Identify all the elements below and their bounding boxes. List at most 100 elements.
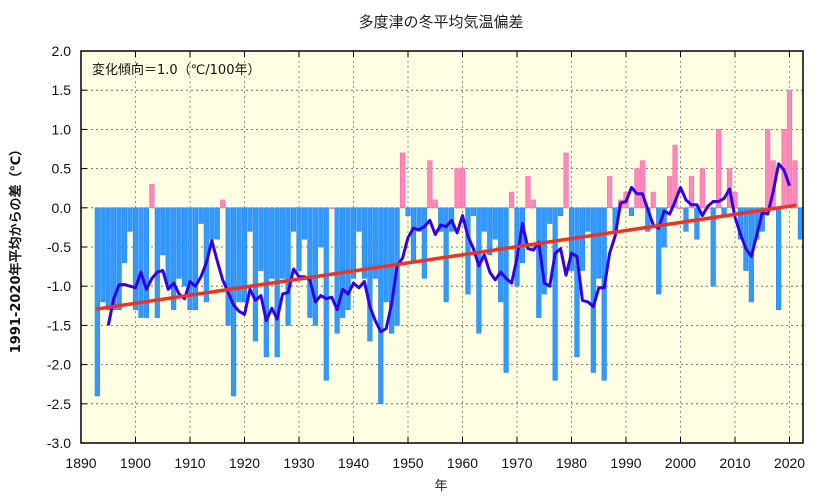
bar-negative bbox=[421, 207, 427, 279]
x-tick-label: 2000 bbox=[665, 455, 696, 471]
bar-negative bbox=[143, 207, 149, 318]
bar-positive bbox=[329, 207, 335, 209]
x-tick-label: 1900 bbox=[120, 455, 151, 471]
x-tick-label: 1970 bbox=[501, 455, 532, 471]
bar-negative bbox=[236, 207, 242, 303]
x-tick-label: 1950 bbox=[392, 455, 423, 471]
bar-negative bbox=[656, 207, 662, 295]
bar-negative bbox=[296, 207, 302, 271]
y-axis-label: 1991-2020年平均からの差（℃） bbox=[8, 143, 24, 354]
bar-negative bbox=[340, 207, 346, 318]
moving-average-line bbox=[106, 162, 791, 334]
bar-negative bbox=[176, 207, 182, 279]
x-tick-label: 1910 bbox=[174, 455, 205, 471]
bar-series bbox=[94, 89, 803, 405]
bar-negative bbox=[372, 207, 378, 279]
bar-negative bbox=[481, 207, 487, 232]
x-tick-label: 1940 bbox=[338, 455, 369, 471]
bar-negative bbox=[214, 207, 220, 240]
bar-negative bbox=[312, 207, 318, 326]
bar-negative bbox=[345, 207, 351, 311]
x-tick-label: 1930 bbox=[283, 455, 314, 471]
bar-positive bbox=[149, 183, 155, 209]
bar-negative bbox=[258, 207, 264, 271]
bar-negative bbox=[301, 207, 308, 240]
bar-negative bbox=[596, 207, 602, 279]
bar-positive bbox=[634, 168, 640, 209]
bar-positive bbox=[699, 168, 705, 209]
bar-negative bbox=[198, 207, 204, 224]
bar-negative bbox=[187, 207, 193, 311]
y-tick-label: -0.5 bbox=[47, 239, 71, 255]
x-tick-label: 1890 bbox=[65, 455, 96, 471]
bar-negative bbox=[389, 207, 395, 334]
y-tick-label: 1.0 bbox=[52, 121, 72, 137]
bar-negative bbox=[743, 207, 749, 271]
bar-negative bbox=[105, 207, 111, 311]
bar-positive bbox=[667, 176, 673, 209]
line-series bbox=[95, 162, 797, 334]
bar-positive bbox=[525, 176, 531, 209]
bar-negative bbox=[552, 207, 558, 381]
x-tick-label: 1960 bbox=[447, 455, 478, 471]
bar-negative bbox=[443, 207, 449, 303]
bar-negative bbox=[132, 207, 139, 311]
bar-negative bbox=[694, 207, 700, 240]
x-axis-label: 年 bbox=[434, 479, 447, 494]
y-tick-label: 1.5 bbox=[52, 82, 72, 98]
bar-negative bbox=[558, 207, 564, 216]
bar-negative bbox=[247, 207, 253, 232]
bar-negative bbox=[503, 207, 509, 373]
bar-negative bbox=[116, 207, 122, 311]
bar-negative bbox=[776, 207, 782, 311]
bar-negative bbox=[601, 207, 607, 381]
bar-positive bbox=[454, 168, 460, 209]
bar-positive bbox=[786, 89, 793, 209]
bar-negative bbox=[661, 207, 667, 248]
bar-positive bbox=[563, 152, 569, 209]
y-tick-label: -1.0 bbox=[47, 278, 71, 294]
x-tick-label: 2010 bbox=[719, 455, 750, 471]
y-tick-label: -2.0 bbox=[47, 357, 71, 373]
bar-negative bbox=[574, 207, 580, 358]
bar-negative bbox=[160, 207, 166, 256]
bar-negative bbox=[470, 207, 476, 216]
bar-negative bbox=[225, 207, 231, 326]
bar-positive bbox=[765, 129, 771, 209]
bar-positive bbox=[672, 144, 678, 209]
bar-negative bbox=[127, 207, 133, 232]
trend-annotation: 変化傾向＝1.0（℃/100年） bbox=[92, 62, 260, 78]
y-tick-label: 0.5 bbox=[52, 161, 72, 177]
bar-negative bbox=[290, 207, 297, 232]
bar-negative bbox=[356, 207, 362, 232]
bar-positive bbox=[399, 152, 406, 209]
bar-negative bbox=[171, 207, 177, 311]
bar-positive bbox=[530, 199, 536, 209]
bar-negative bbox=[383, 207, 389, 303]
bar-negative bbox=[350, 207, 357, 279]
bar-negative bbox=[683, 207, 689, 232]
bar-positive bbox=[639, 160, 645, 209]
x-tick-label: 1980 bbox=[556, 455, 587, 471]
bar-negative bbox=[498, 207, 504, 303]
bar-positive bbox=[677, 207, 684, 209]
bar-negative bbox=[285, 207, 291, 326]
bar-positive bbox=[432, 199, 438, 209]
bar-negative bbox=[154, 207, 160, 318]
bar-negative bbox=[405, 207, 411, 216]
bar-negative bbox=[192, 207, 199, 311]
bar-negative bbox=[181, 207, 188, 287]
y-tick-label: -2.5 bbox=[47, 396, 71, 412]
bar-positive bbox=[427, 160, 433, 209]
bar-negative bbox=[590, 207, 596, 373]
y-tick-label: 0.0 bbox=[52, 200, 72, 216]
bar-negative bbox=[280, 207, 286, 279]
bar-positive bbox=[508, 191, 515, 209]
bar-negative bbox=[122, 207, 128, 263]
x-tick-label: 1920 bbox=[229, 455, 260, 471]
chart-title: 多度津の冬平均気温偏差 bbox=[358, 13, 523, 31]
bar-negative bbox=[367, 207, 373, 342]
bar-negative bbox=[165, 207, 171, 287]
bar-negative bbox=[307, 207, 313, 318]
bar-positive bbox=[607, 176, 613, 209]
